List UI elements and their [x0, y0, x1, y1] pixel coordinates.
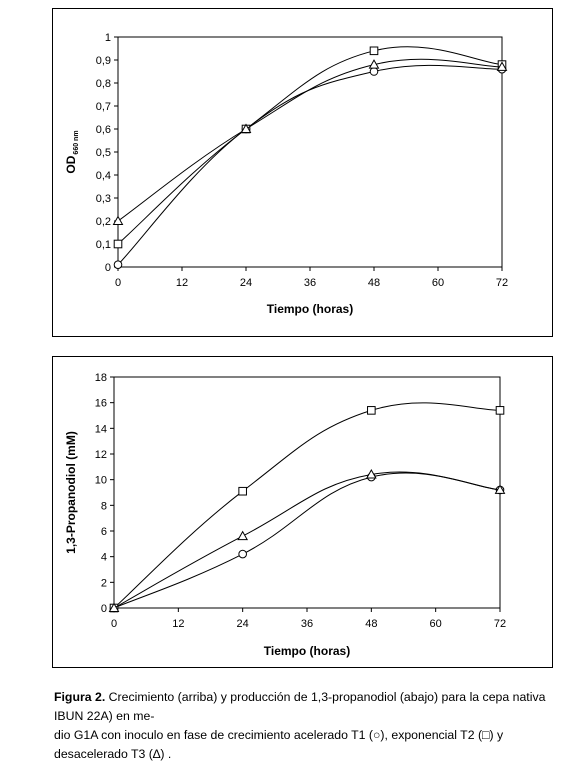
- figure-caption: Figura 2. Crecimiento (arriba) y producc…: [54, 688, 564, 764]
- y-axis-label-subscript: 660 nm: [73, 130, 80, 154]
- plot-frame: [117, 36, 503, 268]
- data-point-square: [367, 406, 376, 415]
- data-point-triangle: [112, 215, 124, 225]
- x-tick-label: 36: [301, 618, 313, 630]
- y-tick-label: 8: [101, 500, 107, 512]
- y-tick-label: 1: [105, 32, 111, 44]
- data-point-triangle: [365, 469, 377, 479]
- y-tick-label: 0: [105, 262, 111, 274]
- y-tick-label: 0,9: [96, 55, 111, 67]
- x-axis-label: Tiempo (horas): [267, 302, 353, 316]
- y-tick-label: 4: [101, 552, 107, 564]
- growth-chart-panel: 0 0,1 0,2 0,3 0,4 0,5 0,6 0,7 0,8 0,9 1 0 12 24 36 48 60…: [52, 8, 553, 337]
- data-point-square: [113, 239, 123, 249]
- data-point-triangle: [240, 123, 252, 133]
- data-point-circle: [238, 549, 247, 559]
- data-point-square: [238, 486, 247, 496]
- data-point-triangle: [368, 59, 380, 69]
- x-tick-label: 48: [365, 618, 377, 630]
- x-tick-label: 12: [172, 618, 184, 630]
- x-tick-label: 60: [432, 277, 444, 289]
- data-point-circle: [369, 67, 379, 76]
- caption-label: Figura 2.: [54, 690, 106, 704]
- series-triangle: [112, 58, 508, 225]
- data-point-circle: [113, 260, 123, 269]
- y-tick-label: 18: [95, 372, 107, 384]
- x-tick-label: 72: [494, 618, 506, 630]
- y-axis-label: OD660 nm: [64, 130, 80, 173]
- series-line-circle: [113, 472, 501, 609]
- x-tick-label: 12: [176, 277, 188, 289]
- series-line-triangle: [117, 58, 503, 222]
- caption-line-1: Crecimiento (arriba) y producción de 1,3…: [54, 690, 546, 723]
- x-tick-label: 36: [304, 277, 316, 289]
- growth-chart: 0 0,1 0,2 0,3 0,4 0,5 0,6 0,7 0,8 0,9 1 0 12 24 36 48 60…: [64, 32, 508, 316]
- y-axis-label: 1,3-Propanodiol (mM): [64, 431, 78, 554]
- data-point-triangle: [494, 484, 506, 494]
- series-line-square: [113, 402, 501, 609]
- y-tick-label: 2: [101, 577, 107, 589]
- data-point-triangle: [496, 61, 508, 71]
- y-tick-label: 0,7: [96, 101, 111, 113]
- y-tick-label: 0,1: [96, 239, 111, 251]
- series-line-circle: [117, 64, 503, 266]
- data-point-triangle: [108, 602, 120, 612]
- x-tick-label: 24: [240, 277, 252, 289]
- y-tick-label: 0,5: [96, 147, 111, 159]
- y-tick-label: 0,3: [96, 193, 111, 205]
- series-line-triangle: [113, 471, 501, 609]
- y-tick-label: 0,8: [96, 78, 111, 90]
- propanediol-chart-panel: 0 2 4 6 8 10 12 14 16 18 0 12 24 36 48 60 72 Tiempo (hora…: [52, 356, 553, 668]
- series-line-square: [117, 46, 503, 245]
- y-tick-label: 0,6: [96, 124, 111, 136]
- y-tick-label: 10: [95, 475, 107, 487]
- x-axis-label: Tiempo (horas): [264, 644, 350, 658]
- series-square: [113, 46, 507, 249]
- series-circle: [113, 64, 507, 269]
- data-point-triangle: [237, 530, 249, 541]
- caption-line-2: dio G1A con inoculo en fase de crecimien…: [54, 728, 504, 761]
- y-tick-label: 0,2: [96, 216, 111, 228]
- plot-frame: [113, 376, 501, 609]
- series-square: [109, 402, 505, 613]
- y-tick-label: 16: [95, 398, 107, 410]
- series-triangle: [108, 469, 506, 612]
- y-tick-label: 6: [101, 526, 107, 538]
- y-tick-label: 0,4: [96, 170, 111, 182]
- x-tick-label: 0: [111, 618, 117, 630]
- x-tick-label: 24: [237, 618, 249, 630]
- y-tick-label: 12: [95, 449, 107, 461]
- y-tick-label: 14: [95, 423, 107, 435]
- data-point-square: [369, 46, 379, 56]
- data-point-square: [495, 406, 505, 415]
- x-tick-label: 72: [496, 277, 508, 289]
- x-tick-label: 60: [430, 618, 442, 630]
- series-circle: [109, 472, 505, 613]
- x-tick-label: 48: [368, 277, 380, 289]
- x-tick-label: 0: [115, 277, 121, 289]
- y-tick-label: 0: [101, 603, 107, 615]
